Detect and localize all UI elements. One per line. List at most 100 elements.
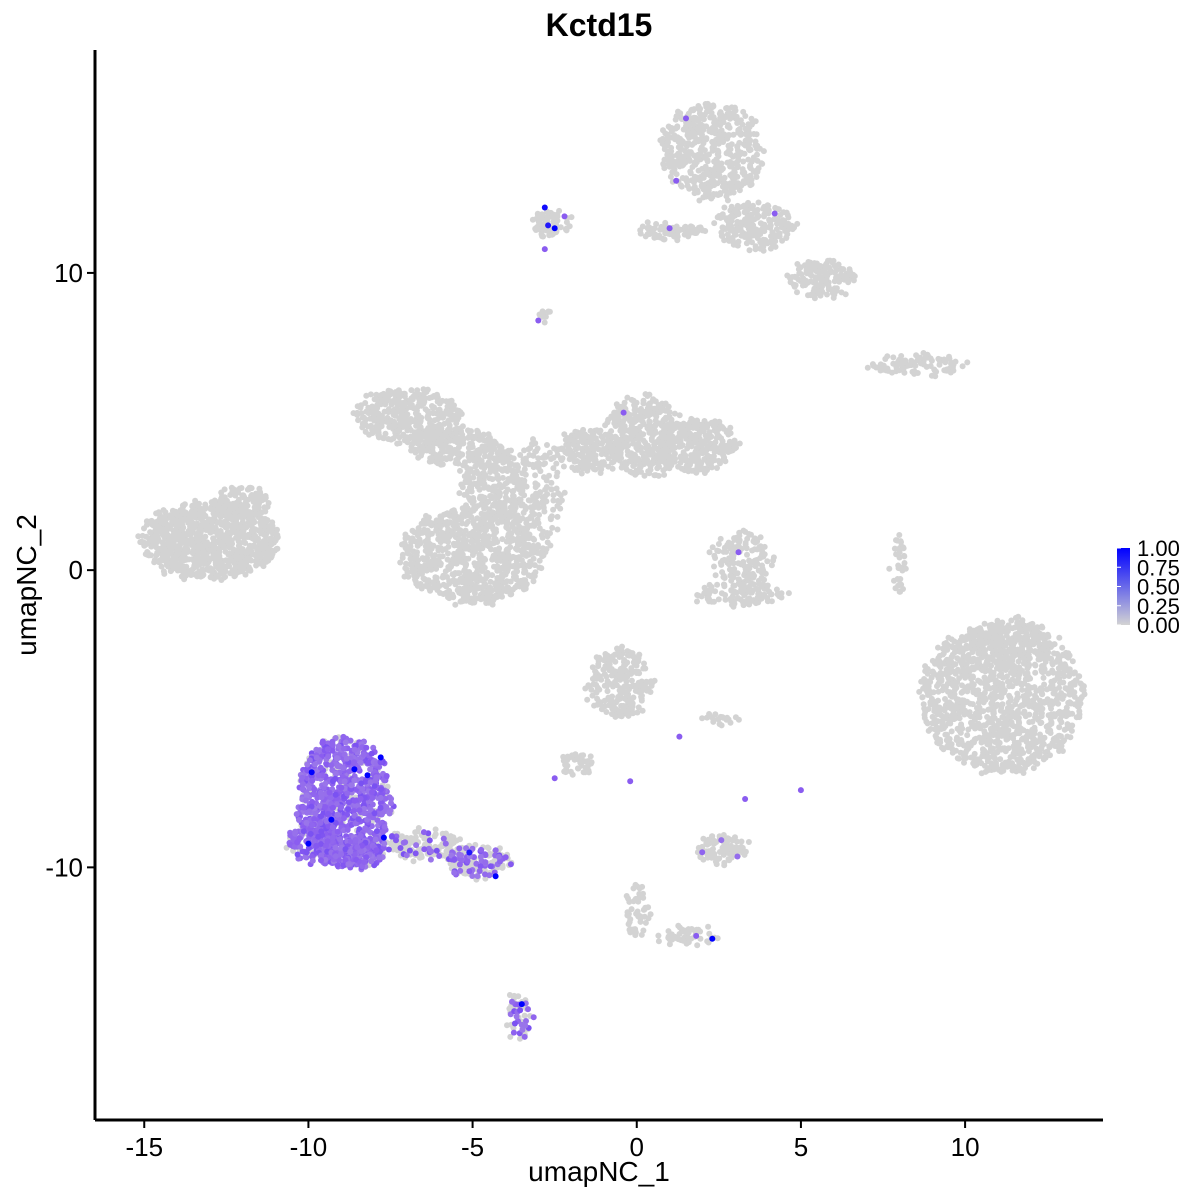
cell-point [144,540,150,547]
cell-point [391,418,398,425]
cell-point [427,587,434,594]
cell-point [481,516,488,522]
cell-point [450,593,457,600]
cell-point [465,427,471,434]
cell-point [533,224,540,231]
cell-point [728,114,735,120]
cell-point [829,290,836,297]
cell-point [157,525,164,532]
cell-point [627,418,633,424]
cell-point [753,131,760,138]
cell-point [148,543,155,550]
cell-point [580,426,587,433]
cell-point [164,555,171,561]
cell-point [176,566,183,573]
cell-point [459,551,466,558]
cell-point [468,580,475,587]
cell-point [160,550,167,557]
cell-point [510,487,517,494]
cell-point [210,515,217,522]
cell-point [529,508,536,515]
cell-point [744,551,750,558]
cell-point [671,450,678,457]
cell-point [429,558,435,565]
cell-point [684,182,691,189]
cell-point [401,437,408,444]
cell-point [454,542,460,549]
cell-point [724,159,731,166]
cell-point [205,526,211,533]
cell-point [538,565,545,572]
cell-point [521,466,528,473]
cell-point [753,228,760,235]
cell-point [444,556,451,563]
cell-point [651,397,658,404]
cell-point [196,571,203,578]
cell-point [651,472,658,479]
cell-point [520,560,527,567]
cell-point [742,113,749,119]
cell-point [712,572,719,579]
cell-point [168,546,175,553]
cell-point [452,601,459,608]
cell-point [700,139,707,146]
cell-point [555,490,562,497]
cell-point [767,218,774,225]
cell-point [662,400,669,407]
cell-point [443,456,450,463]
cell-point [539,308,546,315]
cell-point [264,503,271,510]
cell-point [358,402,365,409]
cell-point [470,433,477,440]
cell-point [730,189,737,196]
cell-point [660,160,667,167]
cell-point [629,424,636,431]
cell-point [889,369,895,376]
cell-point [448,407,455,414]
cell-point [226,550,233,557]
cell-point [411,572,418,579]
cell-point [220,520,227,527]
cell-point [374,405,381,411]
cell-point [466,495,473,501]
cell-point [470,474,477,481]
cell-point [748,216,755,222]
cell-point [195,553,201,560]
cell-point [496,443,503,450]
cell-point [757,220,764,227]
cell-point [445,543,452,550]
cell-point [378,392,385,398]
cell-point [173,523,180,530]
cell-point [695,431,702,438]
cell-point [461,508,468,514]
cell-point [574,433,581,440]
cell-point [439,446,446,453]
cell-point [574,458,581,464]
cell-point [711,443,718,450]
cell-point [768,237,775,244]
cell-point [202,504,209,511]
cell-point [510,553,517,560]
cell-point [195,558,202,565]
cell-point [498,484,504,491]
cell-point [487,516,494,523]
cell-point [455,408,462,414]
cell-point [721,183,728,190]
cell-point [184,569,191,576]
cell-point [738,232,745,239]
cell-point [498,574,505,581]
cell-point [409,535,416,542]
cell-point [819,283,825,290]
cell-point [174,512,181,519]
cell-point [549,231,556,238]
cell-point [714,465,720,471]
cell-point [501,500,508,507]
cell-point [476,448,483,455]
cell-point [776,230,783,237]
cell-point [402,535,409,542]
cell-point [437,560,444,567]
cell-point [395,427,402,434]
cell-point [719,224,726,231]
cell-point [453,420,460,427]
cell-point [499,536,506,543]
